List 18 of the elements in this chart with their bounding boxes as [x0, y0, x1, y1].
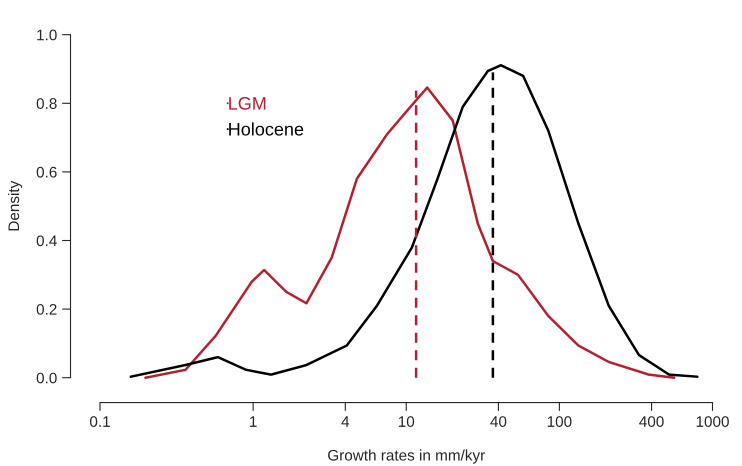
y-tick-label: 0.4	[36, 235, 57, 246]
x-tick-label: 100	[548, 416, 572, 427]
y-tick-label: 0.0	[36, 372, 57, 384]
x-tick-label: 4	[341, 416, 350, 427]
x-tick-label: 400	[639, 416, 664, 427]
y-axis-title: Density	[8, 180, 22, 230]
x-tick-label: 10	[398, 416, 414, 427]
x-tick-label: 0.1	[90, 416, 110, 427]
legend-label: Holocene	[229, 122, 304, 136]
y-tick-label: 0.6	[36, 166, 57, 178]
y-tick-label: 0.2	[36, 304, 57, 315]
x-tick-label: 1000	[696, 416, 729, 427]
y-tick-label: 1.0	[37, 30, 57, 40]
x-tick-label: 1	[250, 416, 257, 427]
x-axis-title: Growth rates in mm/kyr	[328, 449, 485, 464]
y-tick-label: 0.8	[36, 98, 57, 109]
legend-label: LGM	[229, 96, 266, 110]
x-tick-label: 40	[490, 416, 506, 427]
